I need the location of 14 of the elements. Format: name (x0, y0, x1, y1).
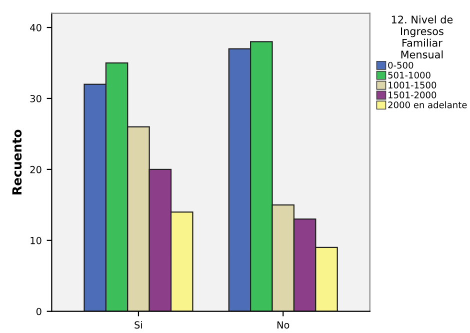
y-tick-label: 30 (30, 94, 42, 102)
legend-label: 0-500 (388, 62, 414, 69)
legend-label: 1001-1500 (388, 82, 436, 88)
y-tick-label: 40 (30, 24, 42, 32)
y-tick-label: 20 (30, 166, 42, 174)
legend-label: 2000 en adelante (388, 101, 467, 108)
y-tick-label: 0 (36, 308, 42, 316)
x-tick-label: Si (134, 321, 142, 329)
x-tick-label: No (277, 321, 290, 329)
y-axis-title: Recuento (12, 130, 22, 194)
y-tick-label: 10 (30, 236, 42, 244)
legend-label: 501-1000 (388, 72, 430, 79)
legend-title: 12. Nivel de Ingresos Familiar Mensual (392, 15, 453, 58)
legend-label: 1501-2000 (388, 92, 436, 98)
